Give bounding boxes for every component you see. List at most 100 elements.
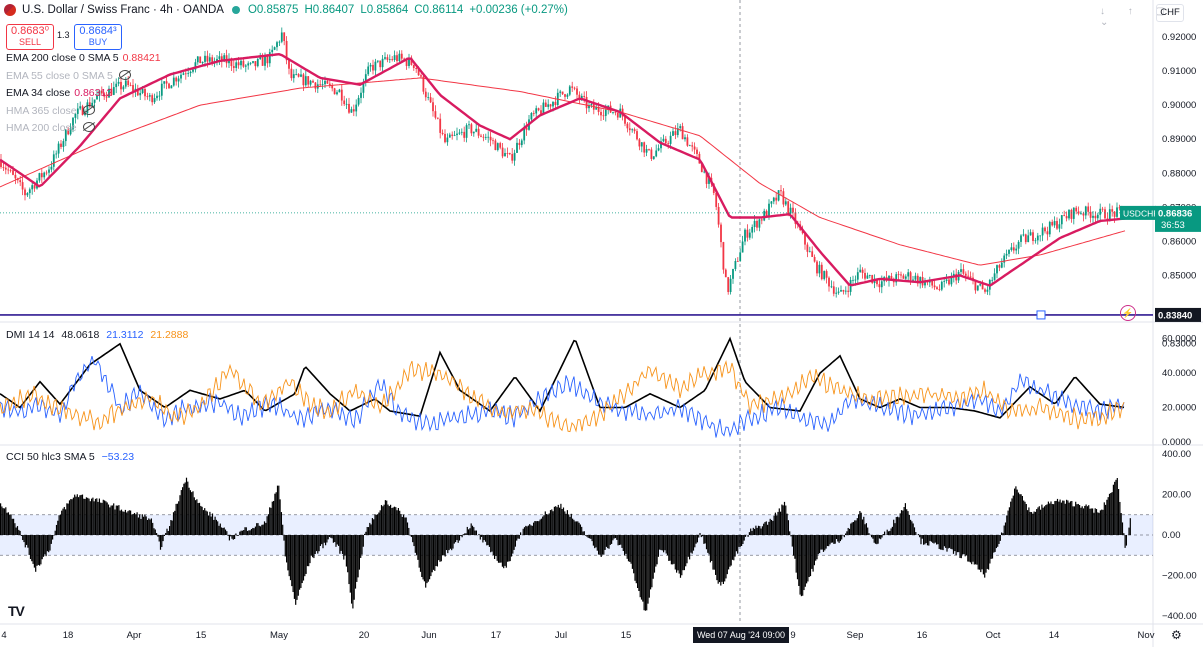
dmi-tick-label: 0.0000 xyxy=(1162,437,1191,448)
candle-body xyxy=(379,60,382,68)
cci-bar xyxy=(269,507,271,536)
cci-bar xyxy=(96,498,98,536)
cci-bar xyxy=(109,507,111,536)
cci-bar xyxy=(633,535,635,574)
cci-bar xyxy=(1030,512,1033,536)
cci-bar xyxy=(1025,504,1027,536)
candle-body xyxy=(367,66,370,75)
cci-bar xyxy=(453,535,455,544)
cci-bar xyxy=(182,487,184,536)
cci-bar xyxy=(59,514,61,536)
cci-bar xyxy=(1071,500,1073,536)
candle-body xyxy=(235,62,238,68)
indicator-row[interactable]: HMA 365 close xyxy=(6,104,95,117)
candle-body xyxy=(549,104,552,107)
indicator-row[interactable]: EMA 200 close 0 SMA 5 0.88421 xyxy=(6,52,161,64)
cci-bar xyxy=(530,525,532,536)
buy-label: BUY xyxy=(88,37,108,47)
settings-gear-icon[interactable]: ⚙ xyxy=(1171,628,1182,642)
cci-bar xyxy=(622,535,624,552)
candle-body xyxy=(139,93,142,96)
cci-bar xyxy=(847,527,849,536)
alert-bolt-icon[interactable]: ⚡ xyxy=(1120,305,1136,321)
dmi-legend[interactable]: DMI 14 14 48.0618 21.3112 21.2888 xyxy=(6,329,188,341)
cci-bar xyxy=(387,504,389,536)
cci-bar xyxy=(1054,501,1056,536)
cci-bar xyxy=(733,535,735,561)
cci-bar xyxy=(345,535,347,567)
cci-bar xyxy=(920,535,922,545)
cci-bar xyxy=(850,523,852,536)
cci-bar xyxy=(949,535,951,548)
cci-bar xyxy=(128,510,130,536)
cci-legend[interactable]: CCI 50 hlc3 SMA 5 −53.23 xyxy=(6,451,134,463)
cci-bar xyxy=(271,501,273,536)
candle-body xyxy=(674,131,677,136)
cci-bar xyxy=(624,535,626,556)
candle-body xyxy=(976,285,979,291)
cci-bar xyxy=(113,503,115,536)
symbol-title[interactable]: U.S. Dollar / Swiss Franc · 4h · OANDA xyxy=(22,4,224,16)
candle-body xyxy=(996,265,998,274)
cci-bar xyxy=(547,514,549,536)
sell-button[interactable]: 0.8683⁰ SELL xyxy=(6,24,54,50)
candle-body xyxy=(960,269,962,272)
candle-body xyxy=(1053,221,1056,226)
candle-body xyxy=(1039,235,1042,237)
cci-bar xyxy=(1066,499,1068,536)
cci-bar xyxy=(965,535,968,556)
candle-body xyxy=(640,142,643,147)
hidden-eye-icon[interactable] xyxy=(82,104,95,115)
cci-bar xyxy=(673,535,675,564)
cci-bar xyxy=(373,519,375,536)
cci-bar xyxy=(971,535,973,565)
cci-bar xyxy=(1003,525,1005,536)
cci-bar xyxy=(365,531,367,536)
cci-bar xyxy=(604,535,606,550)
cci-bar xyxy=(439,535,441,562)
indicator-row[interactable]: EMA 34 close 0.86312 xyxy=(6,87,112,99)
cci-bar xyxy=(68,500,71,536)
cci-bar xyxy=(739,535,741,547)
cci-bar xyxy=(895,517,897,536)
candle-body xyxy=(223,55,226,62)
candle-body xyxy=(312,80,314,83)
candle-body xyxy=(571,86,574,88)
cci-bar xyxy=(1064,503,1066,536)
cci-bar xyxy=(764,522,766,536)
candle-body xyxy=(297,74,300,77)
cci-bar xyxy=(626,535,628,559)
cci-bar xyxy=(696,535,698,543)
candle-body xyxy=(580,95,583,99)
cci-bar xyxy=(820,535,822,550)
cci-tick-label: −200.00 xyxy=(1162,570,1197,581)
cci-bar xyxy=(436,535,438,567)
cci-bar xyxy=(418,535,420,568)
currency-select[interactable]: CHF xyxy=(1156,4,1184,22)
cci-bar xyxy=(488,535,490,547)
indicator-row[interactable]: EMA 55 close 0 SMA 5 xyxy=(6,69,131,82)
candle-body xyxy=(688,145,691,147)
hidden-eye-icon[interactable] xyxy=(82,122,95,133)
cci-bar xyxy=(490,535,492,553)
candle-body xyxy=(720,224,722,243)
cci-bar xyxy=(254,526,256,536)
hidden-eye-icon[interactable] xyxy=(118,70,131,81)
time-tick-label: 18 xyxy=(63,630,74,641)
candle-body xyxy=(429,97,432,103)
cci-bar xyxy=(321,535,323,545)
cci-bar xyxy=(821,535,823,550)
toolbar-icons[interactable]: ↓ ↑ ▢ ⌄ xyxy=(1100,6,1176,28)
cci-bar xyxy=(546,514,548,536)
cci-bar xyxy=(425,535,427,588)
candle-body xyxy=(780,190,782,192)
cci-bar xyxy=(656,535,658,565)
cci-bar xyxy=(84,498,86,536)
cci-bar xyxy=(691,535,693,554)
cci-bar xyxy=(1090,508,1092,536)
tradingview-logo[interactable]: TV xyxy=(8,603,25,619)
indicator-row[interactable]: HMA 200 close xyxy=(6,121,95,134)
time-tick-label: Nov xyxy=(1138,630,1155,641)
buy-button[interactable]: 0.8684³ BUY xyxy=(74,24,122,50)
